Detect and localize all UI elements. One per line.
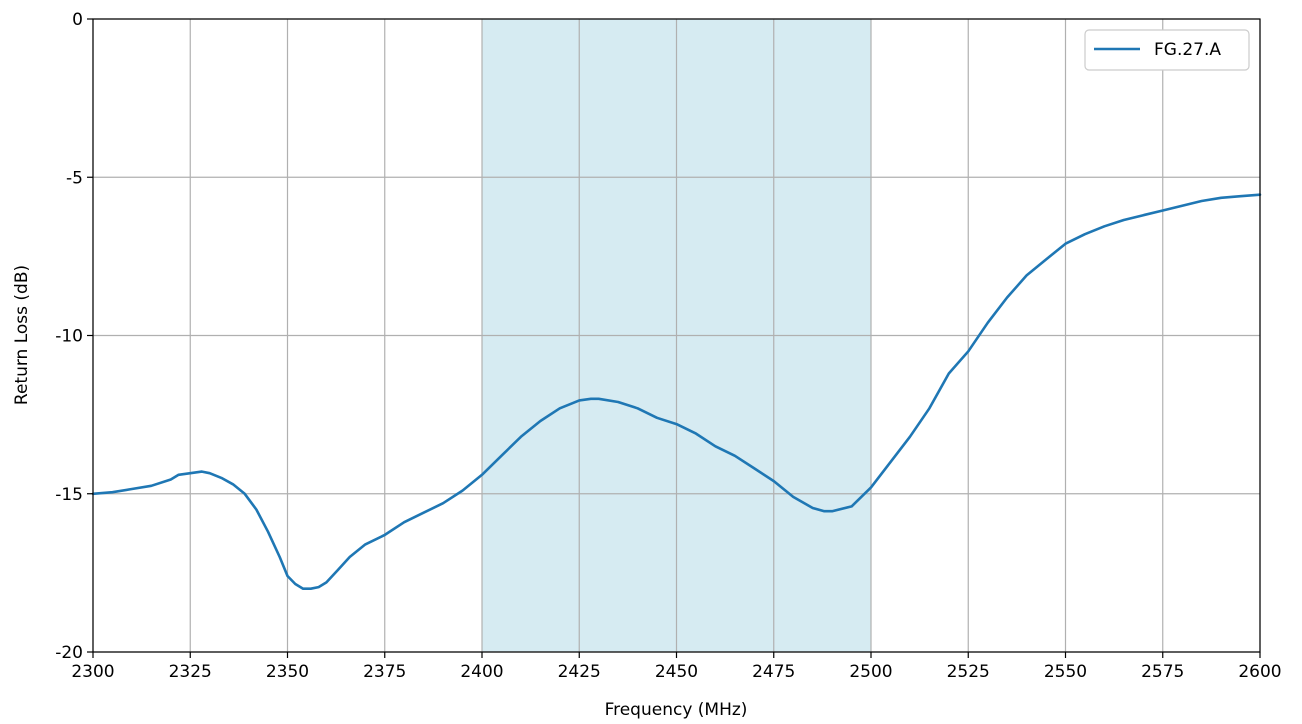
x-tick-label: 2325	[169, 662, 212, 682]
x-tick-label: 2600	[1238, 662, 1281, 682]
x-tick-label: 2500	[849, 662, 892, 682]
x-tick-label: 2350	[266, 662, 309, 682]
x-tick-label: 2425	[558, 662, 601, 682]
x-tick-label: 2400	[460, 662, 503, 682]
x-tick-label: 2450	[655, 662, 698, 682]
y-axis-ticks: 0 -5 -10 -15 -20	[55, 10, 93, 663]
x-tick-label: 2525	[947, 662, 990, 682]
legend: FG.27.A	[1084, 29, 1250, 71]
x-axis-label: Frequency (MHz)	[605, 700, 748, 720]
y-tick-label: -15	[55, 485, 83, 505]
y-tick-label: -5	[66, 168, 83, 188]
legend-box	[1084, 29, 1250, 71]
x-tick-label: 2575	[1141, 662, 1184, 682]
y-tick-label: 0	[72, 10, 83, 30]
x-tick-label: 2475	[752, 662, 795, 682]
x-tick-label: 2550	[1044, 662, 1087, 682]
series-layer	[91, 193, 1262, 591]
y-tick-label: -20	[55, 643, 83, 663]
series-line	[91, 193, 1262, 591]
x-tick-label: 2375	[363, 662, 406, 682]
y-axis-label: Return Loss (dB)	[12, 265, 32, 405]
x-axis-ticks: 2300 2325 2350 2375 2400 2425 2450 2475 2500 2525…	[71, 652, 1282, 682]
y-tick-label: -10	[55, 327, 83, 347]
legend-entry-label: FG.27.A	[1154, 40, 1221, 60]
x-tick-label: 2300	[71, 662, 114, 682]
grid-lines	[92, 18, 1261, 653]
